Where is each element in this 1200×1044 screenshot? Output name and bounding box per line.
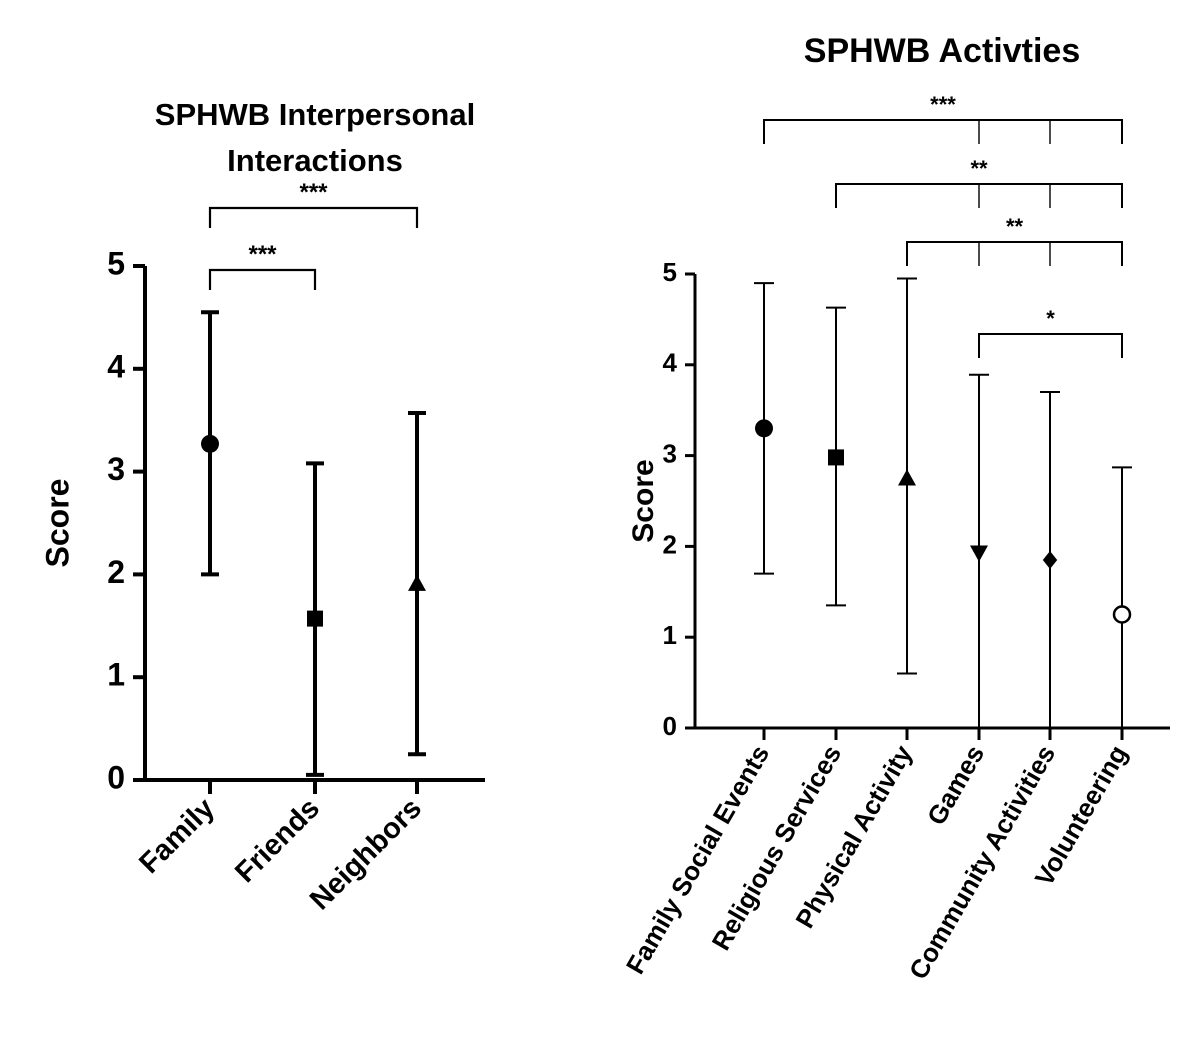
chart-title: Interactions (227, 143, 403, 178)
chart-title: SPHWB Activties (804, 32, 1080, 70)
x-tick-label: Neighbors (304, 792, 428, 916)
y-tick-label: 3 (663, 438, 677, 468)
significance-label: *** (299, 179, 328, 206)
chart-1: SPHWB Interpersonal Interactions Score 0 1 2 3… (39, 97, 485, 916)
significance-label: ** (970, 156, 988, 181)
y-tick-label: 2 (663, 529, 677, 559)
significance-bracket (208, 268, 317, 290)
chart-title: SPHWB Interpersonal (155, 97, 475, 132)
data-point (755, 419, 773, 438)
significance-bracket (763, 119, 1123, 144)
data-point (201, 434, 219, 453)
y-tick-label: 5 (663, 257, 677, 287)
x-tick-label: Games (921, 740, 990, 830)
y-tick-label: 2 (107, 554, 125, 590)
significance-label: *** (248, 241, 277, 268)
data-point (307, 610, 323, 627)
data-point (408, 574, 426, 591)
data-point (828, 449, 844, 466)
y-tick-label: 1 (663, 620, 677, 650)
significance-bracket (906, 241, 1123, 266)
significance-label: * (1046, 306, 1055, 331)
data-point (1112, 605, 1132, 624)
x-tick-label: Friends (229, 792, 326, 889)
x-tick-label: Family (133, 792, 221, 880)
significance-label: ** (1006, 214, 1024, 239)
significance-bracket (208, 206, 419, 228)
y-tick-label: 3 (107, 451, 125, 487)
significance-bracket (978, 333, 1123, 358)
y-tick-label: 1 (107, 657, 125, 693)
y-tick-label: 4 (107, 348, 125, 384)
y-tick-label: 0 (107, 759, 125, 795)
y-axis-label: Score (627, 459, 660, 542)
data-point (1042, 551, 1058, 570)
data-point (970, 545, 988, 562)
x-tick-label: Religious Services (706, 740, 848, 955)
y-tick-label: 5 (107, 245, 125, 281)
y-axis-label: Score (39, 479, 75, 568)
significance-label: *** (930, 92, 956, 117)
y-tick-label: 0 (663, 711, 677, 741)
y-tick-label: 4 (663, 348, 678, 378)
data-point (898, 469, 916, 486)
